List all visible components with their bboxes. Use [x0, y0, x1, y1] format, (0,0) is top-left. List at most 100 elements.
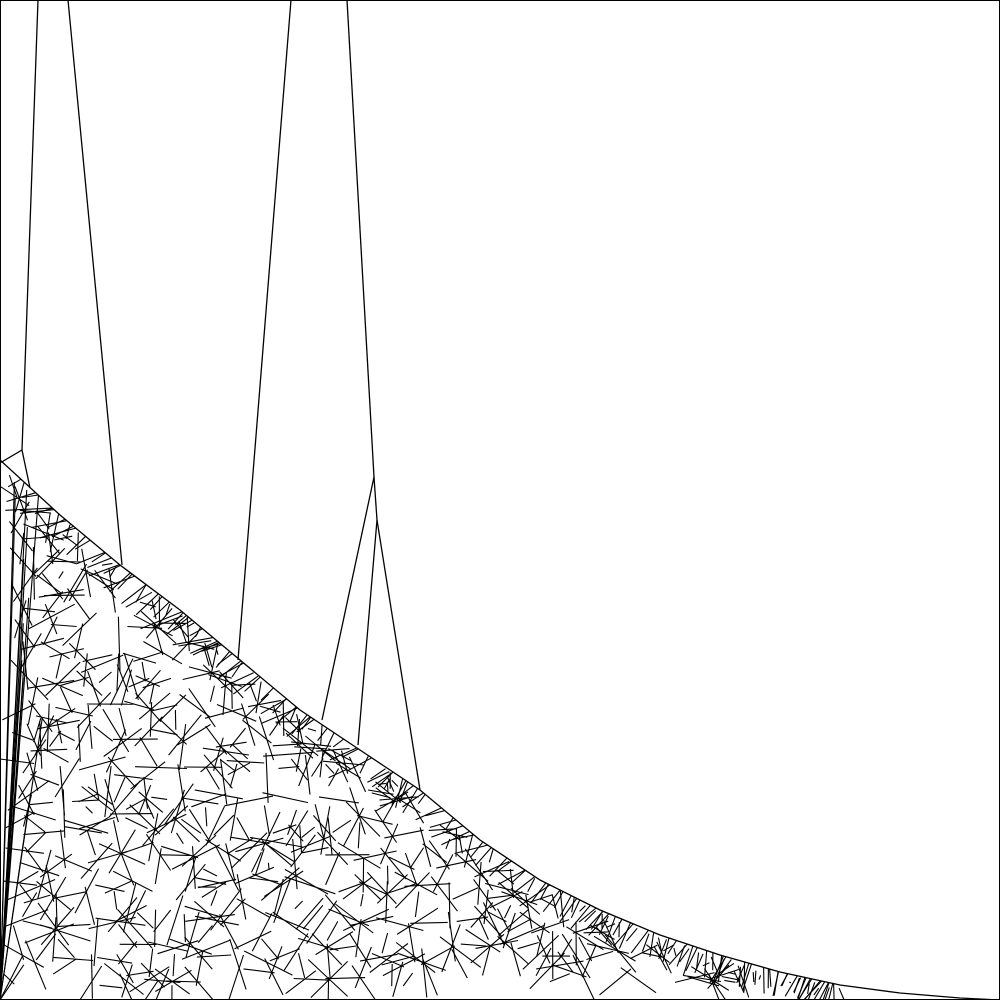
mesh-edge: [327, 817, 333, 856]
mesh-edge: [431, 825, 464, 838]
mesh-edge: [497, 860, 512, 872]
mesh-edge: [50, 623, 77, 628]
mesh-edge: [141, 661, 147, 682]
mesh-edge: [107, 756, 136, 788]
mesh-edge: [68, 643, 96, 671]
mesh-edge: [445, 817, 454, 829]
mesh-edge: [53, 956, 94, 962]
mesh-edge: [123, 653, 139, 701]
mesh-edge: [49, 648, 85, 658]
mesh-edge: [645, 944, 670, 964]
mesh-edge: [497, 935, 529, 965]
mesh-edge: [264, 958, 284, 996]
mesh-edge: [113, 776, 126, 803]
mesh-edge: [346, 757, 372, 772]
mesh-edge: [231, 662, 243, 678]
mesh-edge: [382, 953, 426, 977]
mesh-edge: [272, 698, 287, 714]
mesh-edge: [696, 952, 700, 969]
mesh-edge: [285, 810, 309, 847]
mesh-edge: [417, 793, 426, 805]
mesh-edge: [529, 952, 565, 990]
mesh-edge: [103, 963, 144, 995]
mesh-edge: [58, 571, 64, 579]
mesh-edge: [83, 653, 88, 687]
mesh-edge: [25, 940, 47, 990]
mesh-edge: [781, 973, 788, 987]
mesh-edge: [87, 557, 112, 569]
mesh-edge: [194, 900, 225, 928]
mesh-edge: [320, 806, 331, 855]
mesh-edge: [43, 747, 69, 763]
mesh-edge: [260, 698, 287, 715]
mesh-edge: [154, 848, 162, 884]
mesh-edge: [136, 912, 154, 929]
mesh-edge: [117, 616, 121, 672]
mesh-edge: [145, 833, 172, 871]
mesh-edge: [499, 924, 545, 945]
mesh-edge: [334, 903, 374, 934]
mesh-edge: [796, 977, 807, 999]
mesh-edge: [420, 945, 456, 966]
mesh-edge: [182, 797, 219, 805]
mesh-edge: [148, 813, 159, 862]
mesh-edge: [97, 956, 133, 964]
mesh-edge: [641, 952, 663, 958]
mesh-edge: [130, 761, 166, 790]
mesh-edge: [95, 917, 146, 926]
mesh-edge: [360, 893, 364, 907]
mesh-edge: [497, 869, 526, 886]
mesh-edge: [807, 983, 810, 994]
mesh-edge: [653, 946, 668, 971]
mesh-edge: [149, 596, 163, 610]
mesh-edge: [98, 843, 146, 865]
mesh-edge: [265, 911, 310, 931]
mesh-edge: [551, 964, 587, 978]
mesh-edge: [201, 881, 227, 898]
mesh-edge: [150, 704, 178, 712]
mesh-edge: [26, 831, 47, 853]
mesh-edge: [0, 497, 16, 1000]
mesh-edge: [170, 789, 185, 834]
mesh-edge: [291, 741, 332, 747]
mesh-edge: [171, 844, 221, 870]
mesh-edge: [116, 653, 120, 692]
mesh-edge: [421, 948, 428, 998]
mesh-edge: [73, 623, 84, 659]
mesh-edge: [391, 779, 399, 787]
mesh-edge: [452, 887, 479, 900]
mesh-edge: [140, 610, 177, 644]
mesh-edge: [103, 564, 121, 574]
mesh-edge: [114, 774, 153, 781]
mesh-edge: [583, 931, 608, 934]
mesh-edge: [161, 845, 199, 859]
mesh-edge: [391, 780, 407, 806]
mesh-edge: [66, 535, 86, 556]
mesh-edge: [76, 692, 112, 728]
mesh-edge: [535, 947, 552, 977]
large-open-cells: [0, 0, 421, 791]
mesh-edge: [185, 911, 200, 958]
mesh-edge: [737, 965, 750, 998]
mesh-edge: [325, 851, 341, 886]
mesh-edge: [789, 981, 792, 984]
mesh-edge: [742, 963, 753, 991]
mesh-edge: [154, 968, 191, 995]
mesh-edge: [231, 681, 233, 709]
mesh-edge: [441, 924, 461, 973]
open-cell-edge: [373, 476, 378, 521]
mesh-edge: [133, 614, 173, 637]
mesh-edge: [138, 692, 171, 720]
mesh-edge: [12, 731, 34, 741]
mesh-edge: [2, 703, 36, 721]
mesh-edge: [641, 933, 650, 952]
mesh-edge: [22, 641, 29, 690]
mesh-edge: [62, 612, 97, 646]
mesh-edge: [45, 865, 55, 902]
mesh-edge: [184, 966, 214, 1000]
mesh-edge: [36, 880, 71, 911]
mesh-edge: [410, 921, 448, 924]
mesh-edge: [229, 798, 239, 841]
mesh-edge: [263, 805, 271, 836]
mesh-edge: [348, 756, 367, 793]
